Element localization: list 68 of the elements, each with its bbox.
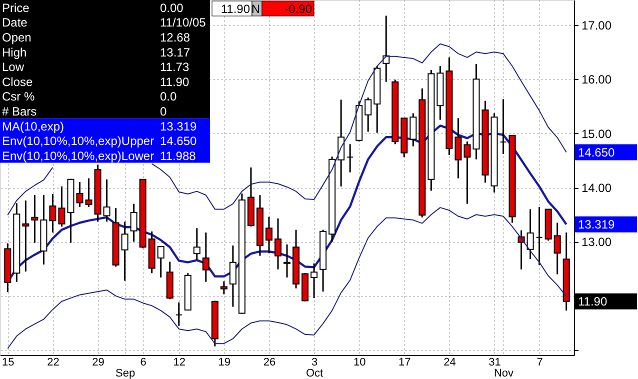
candlestick — [346, 143, 354, 174]
candlestick — [220, 280, 228, 296]
candlestick — [265, 216, 272, 254]
x-tick-label: Sep — [116, 368, 136, 379]
text: High 13.17 — [2, 45, 190, 60]
x-tick-label: 31 — [488, 356, 501, 368]
candlestick — [85, 178, 92, 208]
x-tick-label: 3 Oct — [306, 356, 324, 379]
y-tick-label: 16.00 — [582, 72, 612, 87]
annotation: Env(10,10%,10%,exp)Lower 11.988 — [2, 148, 196, 163]
y-tick-label: 13.00 — [582, 235, 612, 250]
candlestick — [193, 227, 200, 261]
candlestick — [22, 200, 30, 272]
candlestick — [229, 244, 236, 308]
annotation: Env(10,10%,10%,exp)Upper 14.650 — [2, 134, 198, 148]
candlestick — [310, 262, 318, 299]
candlestick — [76, 181, 84, 208]
x-tick-label: 17 — [398, 356, 411, 368]
x-tick-label: 7 — [536, 356, 543, 368]
candlestick — [410, 112, 417, 148]
data-label: 14.650 — [578, 145, 616, 160]
candlestick — [31, 194, 38, 244]
x-tick-label: 12 — [173, 356, 186, 368]
text: # Bars 0 — [2, 104, 167, 118]
text: Open 12.68 — [2, 30, 190, 44]
x-tick-label: 19 — [218, 356, 231, 368]
text: Low 11.73 — [2, 60, 190, 74]
candlestick — [338, 98, 345, 188]
candlestick — [202, 232, 210, 283]
text: MA(10,exp) 13.319 — [2, 119, 197, 134]
candlestick — [500, 98, 507, 155]
candlestick — [526, 208, 534, 260]
text: Price 0.00 — [2, 0, 184, 15]
text: 11.90 — [578, 294, 608, 308]
text: Close — [2, 74, 33, 89]
candlestick — [157, 246, 164, 278]
y-tick-label: 14.00 — [582, 181, 612, 196]
x-tick-label: 10 — [353, 356, 366, 368]
candlestick — [175, 302, 182, 326]
text: Date 11/10/05 — [2, 16, 206, 30]
candlestick — [130, 203, 138, 242]
text: Csr % 0.0 — [2, 90, 177, 104]
candlestick — [274, 218, 282, 270]
annotation: N — [251, 2, 260, 16]
x-tick-label: 22 — [47, 356, 60, 368]
x-tick-label: 24 — [444, 356, 456, 368]
data-label: 13.319 — [578, 217, 616, 232]
x-tick-label: Nov — [494, 368, 514, 379]
candlestick — [49, 193, 56, 234]
annotation: 11.90 — [160, 74, 190, 89]
candlestick — [364, 96, 372, 132]
line-series — [7, 207, 567, 349]
y-tick-label: 15.00 — [582, 126, 612, 141]
x-tick-label: 29 — [92, 356, 104, 368]
candlestick — [554, 222, 561, 275]
x-tick-label: 15 — [2, 356, 14, 368]
x-tick-label: 26 — [263, 356, 276, 368]
candlestick — [58, 186, 66, 228]
candlestick — [536, 206, 543, 266]
candlestick — [454, 117, 462, 180]
candlestick — [284, 244, 290, 278]
text: 11.90 — [220, 2, 250, 16]
y-tick-label: 17.00 — [582, 18, 612, 32]
annotation: -0.90 — [284, 2, 312, 16]
x-tick-label: 6 — [140, 356, 146, 368]
candlestick — [121, 220, 128, 282]
candlestick — [464, 140, 471, 205]
candlestick — [103, 178, 110, 222]
